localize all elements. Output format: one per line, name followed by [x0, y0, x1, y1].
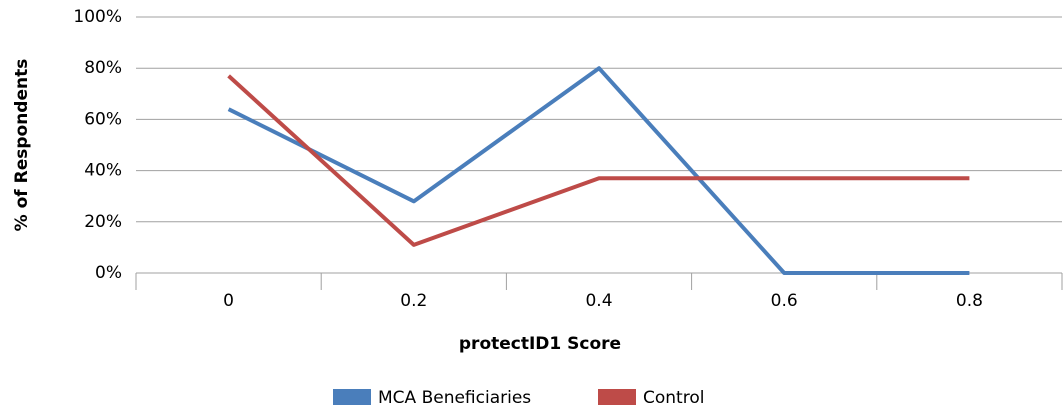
- legend-swatch: [598, 389, 636, 405]
- legend-swatch: [333, 389, 371, 405]
- y-tick-label: 100%: [73, 7, 122, 27]
- x-tick-label: 0.6: [771, 291, 798, 311]
- series-line: [227, 66, 970, 275]
- y-tick-label: 20%: [84, 212, 122, 232]
- y-tick-label: 0%: [95, 263, 122, 283]
- y-tick-label: 60%: [84, 109, 122, 129]
- x-tick-label: 0: [223, 291, 234, 311]
- legend-label: MCA Beneficiaries: [378, 388, 531, 408]
- series-line: [227, 74, 970, 247]
- x-tick-label: 0.8: [956, 291, 983, 311]
- x-tick-label: 0.4: [585, 291, 612, 311]
- x-axis-title: protectID1 Score: [459, 334, 621, 354]
- y-tick-label: 80%: [84, 58, 122, 78]
- y-axis-title: % of Respondents: [12, 59, 32, 232]
- legend-label: Control: [643, 388, 704, 408]
- y-tick-label: 40%: [84, 161, 122, 181]
- x-tick-label: 0.2: [400, 291, 427, 311]
